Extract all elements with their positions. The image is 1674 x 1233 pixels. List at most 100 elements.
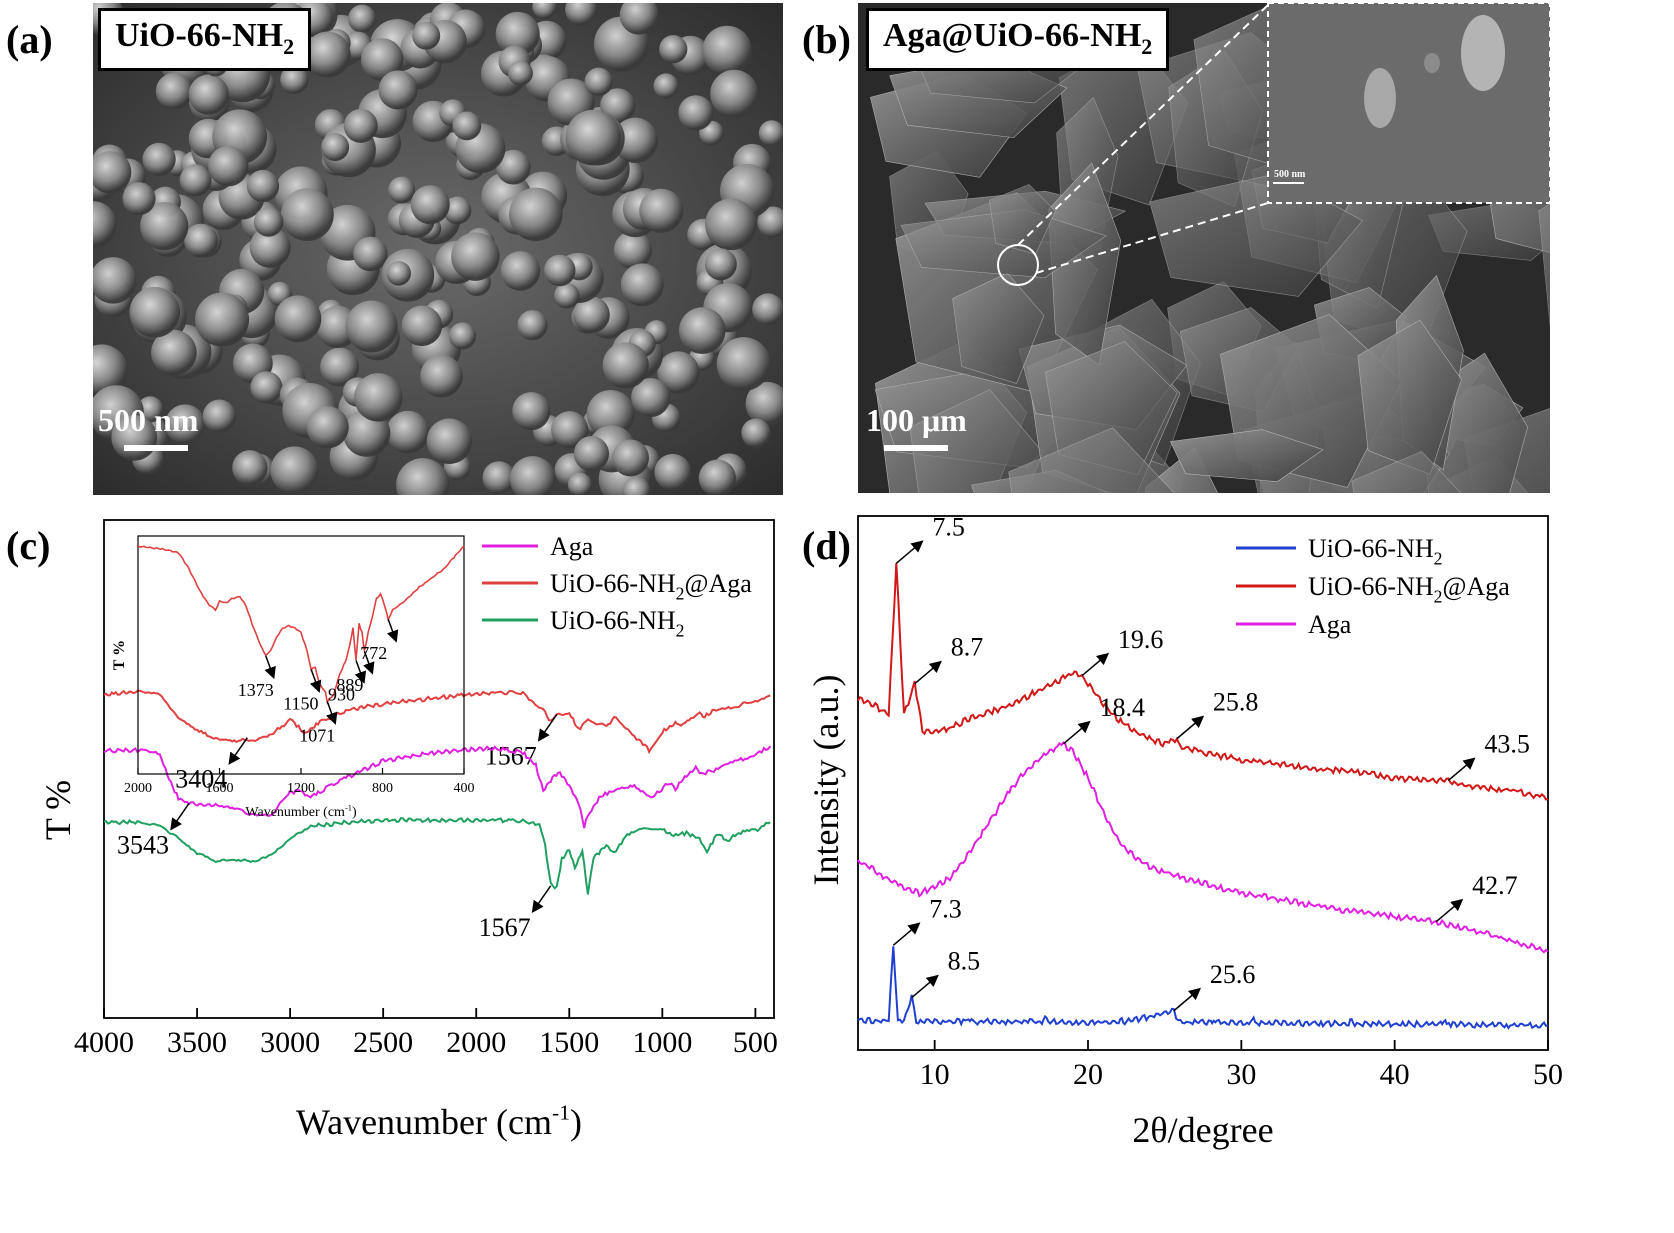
panel-b-scalebar-text: 100 μm [866, 402, 967, 438]
d-annotation-0-0: 7.5 [932, 512, 965, 541]
c-main-chart: 4000 3500 3000 2500 2000 1500 1000 500 3404 1567 3… [38, 519, 778, 1142]
d-legend-label-1: UiO-66-NH2@Aga [1308, 572, 1510, 606]
c-inset-xtick-label-3: 800 [372, 781, 393, 796]
panel-a-label: UiO-66-NH2 [98, 8, 312, 71]
d-annotation-arrow-2-2 [1173, 987, 1202, 1012]
d-xtick-label-3: 40 [1380, 1058, 1410, 1091]
c-main-frame [103, 519, 775, 1019]
c-inset-annotation-arrow-0-3 [354, 660, 367, 684]
d-chart: 10 20 30 40 50 7.5 8.7 19.6 25.8 43.5 18.4 42.7 7.3 8… [806, 512, 1563, 1150]
c-inset-xtick-label-1: 1600 [206, 781, 234, 796]
inset-scale-text: 500 nm [1274, 169, 1306, 180]
c-inset-xlabel: Wavenumber (cm-1) [245, 803, 357, 820]
c-main-xtick-label-4: 2000 [446, 1026, 506, 1059]
d-xtick-label-2: 30 [1226, 1058, 1256, 1091]
c-inset-ylabel: T % [111, 640, 128, 670]
c-main-annotation-2-0: 1567 [479, 913, 531, 942]
c-ylabel: T % [38, 780, 78, 840]
d-annotation-1-1: 42.7 [1472, 871, 1518, 900]
c-inset-annotation-0-1: 1150 [283, 693, 318, 713]
d-xtick-label-0: 10 [920, 1058, 950, 1091]
c-inset-annotation-arrow-0-1 [309, 669, 322, 693]
c-main-series-0 [103, 689, 771, 755]
sem-texture-b: 500 nm [858, 3, 1550, 493]
inset-frame [1267, 3, 1550, 204]
d-annotation-2-0: 7.3 [929, 894, 962, 923]
c-main-xtick-label-2: 3000 [260, 1026, 320, 1059]
c-main-series-1 [103, 745, 772, 829]
c-legend-label-0: Aga [550, 532, 594, 561]
c-main-xtick-label-0: 4000 [74, 1026, 134, 1059]
c-inset-annotation-0-4: 889 [336, 675, 363, 695]
c-main-xtick-label-1: 3500 [167, 1026, 227, 1059]
d-annotation-0-3: 25.8 [1213, 688, 1259, 717]
c-inset-annotation-arrow-0-2 [326, 701, 338, 725]
panel-c-letter: (c) [6, 523, 51, 568]
c-main-xtick-label-5: 1500 [539, 1026, 599, 1059]
d-series-0 [857, 562, 1549, 801]
d-annotation-0-1: 8.7 [951, 633, 984, 662]
panel-b-letter: (b) [802, 17, 851, 62]
c-main-annotation-1-0: 3543 [117, 830, 169, 859]
c-inset-annotation-0-2: 1071 [299, 725, 335, 745]
c-inset-xtick-label-2: 1200 [287, 781, 315, 796]
c-xlabel: Wavenumber (cm-1) [296, 1101, 582, 1142]
c-main-annotation-arrow-2-0 [531, 885, 552, 914]
c-legend-label-2: UiO-66-NH2 [550, 606, 685, 640]
panel-d-letter: (d) [802, 523, 851, 568]
c-main-xtick-label-7: 500 [733, 1026, 778, 1059]
d-annotation-0-2: 19.6 [1118, 625, 1164, 654]
d-xtick-label-4: 50 [1533, 1058, 1563, 1091]
d-annotation-arrow-2-0 [892, 922, 921, 946]
d-ylabel: Intensity (a.u.) [806, 675, 846, 886]
d-legend-label-0: UiO-66-NH2 [1308, 534, 1443, 568]
d-xlabel: 2θ/degree [1132, 1110, 1273, 1150]
c-inset-annotation-0-3: 930 [328, 684, 355, 704]
d-annotation-arrow-1-1 [1435, 898, 1464, 923]
d-annotation-arrow-0-3 [1176, 715, 1205, 740]
c-main-annotation-arrow-0-1 [537, 713, 558, 742]
c-inset-xtick-label-4: 400 [454, 781, 475, 796]
d-annotation-arrow-0-4 [1447, 757, 1476, 782]
d-frame [857, 515, 1549, 1051]
d-annotation-2-2: 25.6 [1210, 960, 1256, 989]
d-legend-label-2: Aga [1308, 610, 1352, 639]
c-main-annotation-0-0: 3404 [175, 765, 227, 794]
c-inset-annotation-arrow-0-5 [386, 618, 399, 643]
c-main-series-2 [103, 816, 771, 895]
c-inset-annotation-0-0: 1373 [238, 680, 274, 700]
d-annotation-arrow-2-1 [911, 974, 939, 999]
d-annotation-0-4: 43.5 [1484, 729, 1530, 758]
panel-a-scalebar [124, 445, 188, 451]
panel-b-label: Aga@UiO-66-NH2 [866, 8, 1170, 71]
sem-image-aga-uio66: 500 nm [858, 3, 1550, 493]
c-main-xtick-label-6: 1000 [632, 1026, 692, 1059]
d-annotation-arrow-0-0 [895, 540, 924, 564]
c-main-annotation-0-1: 1567 [485, 741, 537, 770]
d-annotation-2-1: 8.5 [948, 947, 981, 976]
c-inset-annotation-0-5: 772 [360, 643, 387, 663]
c-inset-annotation-arrow-0-4 [363, 650, 375, 675]
d-series-1 [857, 741, 1549, 954]
c-inset-series-0 [137, 545, 465, 705]
d-annotation-arrow-0-2 [1081, 652, 1110, 677]
d-annotation-arrow-0-1 [914, 660, 942, 685]
c-inset-xtick-label-0: 2000 [124, 781, 152, 796]
d-xtick-label-1: 20 [1073, 1058, 1103, 1091]
sem-image-uio66 [93, 3, 783, 495]
c-main-annotation-arrow-0-0 [228, 737, 248, 765]
panel-b-scalebar [884, 445, 948, 451]
c-inset-annotation-arrow-0-0 [264, 655, 276, 680]
d-annotation-1-0: 18.4 [1099, 693, 1145, 722]
d-series-2 [857, 946, 1549, 1030]
d-annotation-arrow-1-0 [1062, 720, 1091, 745]
c-main-xtick-label-3: 2500 [353, 1026, 413, 1059]
panel-a-letter: (a) [6, 17, 53, 62]
c-legend-label-1: UiO-66-NH2@Aga [550, 569, 752, 603]
c-main-annotation-arrow-1-0 [170, 802, 190, 831]
sem-texture-a [93, 3, 783, 495]
panel-a-scalebar-text: 500 nm [98, 402, 199, 438]
